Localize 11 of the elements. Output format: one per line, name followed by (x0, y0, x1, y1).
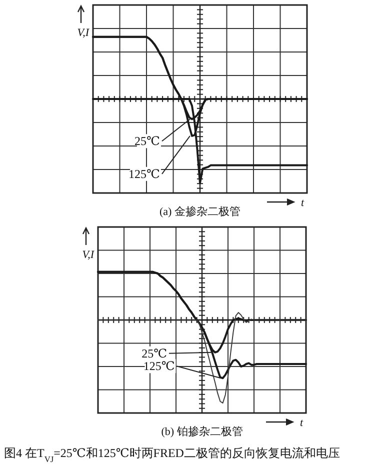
annotation: 25℃ (134, 134, 160, 148)
annotation: 125℃ (143, 359, 175, 374)
annotation: 25℃ (142, 346, 167, 360)
y-axis-title: V,I (82, 249, 96, 261)
text: (b) 铂掺杂二极管 (161, 425, 243, 438)
annotation: 125℃ (128, 166, 160, 181)
text: (a) 金掺杂二极管 (160, 205, 240, 218)
x-axis-title: t (301, 197, 305, 209)
caption: 图4 在T$_{VJ}$=25℃和125℃时两FRED二极管的反向恢复电流和电压 (4, 446, 340, 464)
y-axis-title: V,I (77, 27, 90, 39)
x-axis-title: t (300, 417, 304, 429)
